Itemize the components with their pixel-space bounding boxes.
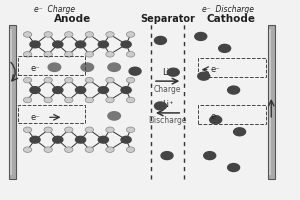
Bar xyxy=(18,56,85,75)
FancyBboxPatch shape xyxy=(268,25,274,179)
Circle shape xyxy=(44,52,52,57)
Bar xyxy=(198,105,266,124)
Circle shape xyxy=(64,52,73,57)
Circle shape xyxy=(44,147,52,152)
Circle shape xyxy=(126,32,135,37)
Circle shape xyxy=(85,77,94,83)
Circle shape xyxy=(85,147,94,152)
Circle shape xyxy=(64,77,73,83)
Circle shape xyxy=(98,87,108,93)
Circle shape xyxy=(48,63,61,71)
Circle shape xyxy=(161,152,173,160)
Circle shape xyxy=(64,127,73,133)
Circle shape xyxy=(85,32,94,37)
Text: Charge: Charge xyxy=(154,85,182,94)
Circle shape xyxy=(23,32,32,37)
Circle shape xyxy=(44,127,52,133)
Circle shape xyxy=(121,41,131,48)
Circle shape xyxy=(106,52,114,57)
Circle shape xyxy=(198,72,210,80)
Text: Anode: Anode xyxy=(54,14,91,24)
Circle shape xyxy=(30,87,40,93)
Circle shape xyxy=(126,97,135,103)
Circle shape xyxy=(53,41,63,48)
Circle shape xyxy=(23,77,32,83)
Circle shape xyxy=(76,87,85,93)
Circle shape xyxy=(106,97,114,103)
Circle shape xyxy=(44,32,52,37)
Circle shape xyxy=(98,41,108,48)
Circle shape xyxy=(106,32,114,37)
Circle shape xyxy=(30,41,40,48)
Circle shape xyxy=(76,136,85,143)
Circle shape xyxy=(30,136,40,143)
Text: e⁻: e⁻ xyxy=(211,112,220,121)
Text: e⁻: e⁻ xyxy=(31,113,40,122)
Circle shape xyxy=(126,147,135,152)
Text: Separator: Separator xyxy=(140,14,195,24)
Circle shape xyxy=(23,147,32,152)
Text: Discharge: Discharge xyxy=(148,116,187,125)
Circle shape xyxy=(108,112,120,120)
Text: e⁻: e⁻ xyxy=(31,64,40,73)
Circle shape xyxy=(167,68,179,76)
Circle shape xyxy=(228,86,240,94)
Circle shape xyxy=(23,127,32,133)
Bar xyxy=(18,105,85,123)
Circle shape xyxy=(64,97,73,103)
Circle shape xyxy=(121,136,131,143)
Circle shape xyxy=(129,67,141,75)
Circle shape xyxy=(126,127,135,133)
Circle shape xyxy=(44,97,52,103)
Text: e⁻  Discharge: e⁻ Discharge xyxy=(202,5,254,14)
Circle shape xyxy=(204,152,216,160)
Circle shape xyxy=(219,44,231,52)
Circle shape xyxy=(234,128,246,136)
Circle shape xyxy=(106,127,114,133)
Circle shape xyxy=(85,97,94,103)
Circle shape xyxy=(81,63,94,71)
Circle shape xyxy=(44,77,52,83)
Circle shape xyxy=(108,63,120,71)
Circle shape xyxy=(85,52,94,57)
Circle shape xyxy=(23,52,32,57)
Circle shape xyxy=(195,32,207,40)
Circle shape xyxy=(154,102,166,110)
Circle shape xyxy=(106,77,114,83)
Circle shape xyxy=(154,36,166,44)
Circle shape xyxy=(53,136,63,143)
Circle shape xyxy=(64,32,73,37)
Circle shape xyxy=(64,147,73,152)
Circle shape xyxy=(121,87,131,93)
Circle shape xyxy=(126,52,135,57)
Circle shape xyxy=(85,127,94,133)
FancyBboxPatch shape xyxy=(269,28,271,175)
Circle shape xyxy=(98,136,108,143)
Text: e⁻  Charge: e⁻ Charge xyxy=(34,5,75,14)
FancyBboxPatch shape xyxy=(9,25,16,179)
Circle shape xyxy=(23,97,32,103)
FancyBboxPatch shape xyxy=(10,28,12,175)
Bar xyxy=(198,58,266,77)
Circle shape xyxy=(53,87,63,93)
Text: Cathode: Cathode xyxy=(206,14,255,24)
Circle shape xyxy=(106,147,114,152)
Text: Li⁺: Li⁺ xyxy=(162,68,173,77)
Text: Li⁺: Li⁺ xyxy=(162,100,173,109)
Circle shape xyxy=(76,41,85,48)
Circle shape xyxy=(210,116,222,124)
Text: e⁻: e⁻ xyxy=(211,65,220,74)
Circle shape xyxy=(228,164,240,171)
Circle shape xyxy=(126,77,135,83)
